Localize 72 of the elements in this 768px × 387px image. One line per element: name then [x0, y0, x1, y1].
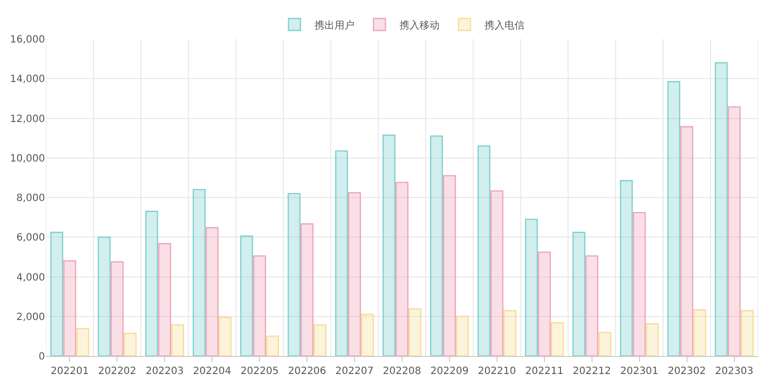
bar	[632, 212, 646, 356]
x-tick-label: 202206	[288, 366, 326, 377]
x-tick-label: 202208	[382, 366, 422, 377]
bar	[192, 188, 206, 356]
y-tick-label: 10,000	[10, 153, 45, 164]
bar	[110, 261, 124, 356]
bar	[646, 323, 659, 356]
bar	[408, 308, 422, 356]
bar	[572, 232, 586, 356]
bar	[145, 210, 158, 356]
bar	[728, 106, 741, 356]
y-tick-label: 14,000	[10, 74, 45, 86]
bar	[714, 62, 728, 356]
bar	[667, 81, 680, 356]
y-tick-label: 6,000	[16, 232, 45, 244]
bar	[171, 324, 184, 356]
legend-label: 携入电信	[484, 19, 524, 32]
x-tick-label: 202205	[240, 366, 279, 377]
bar	[456, 316, 469, 356]
bar	[443, 175, 456, 356]
x-tick-label: 202211	[525, 366, 564, 377]
bar	[288, 192, 301, 356]
bar	[538, 252, 551, 356]
bar	[348, 192, 361, 356]
x-tick-label: 202301	[620, 366, 658, 377]
bar	[680, 126, 694, 356]
legend-label: 携入移动	[400, 19, 440, 32]
x-tick-label: 202202	[98, 366, 136, 377]
y-tick-label: 12,000	[10, 114, 45, 125]
bar	[478, 145, 490, 356]
bar	[76, 328, 90, 356]
bar	[63, 260, 76, 356]
bar	[490, 190, 504, 356]
bar	[335, 150, 348, 356]
bar	[253, 255, 266, 356]
bar	[314, 324, 326, 356]
bar	[240, 236, 254, 356]
bar	[124, 332, 137, 356]
bar	[361, 314, 374, 356]
bar	[98, 236, 111, 356]
y-tick-label: 4,000	[16, 272, 45, 284]
bar	[740, 310, 754, 356]
bar	[430, 135, 443, 356]
bar	[382, 134, 396, 356]
x-tick-label: 202207	[335, 366, 374, 377]
bar	[396, 182, 408, 356]
bar	[693, 309, 706, 356]
bar	[266, 336, 280, 356]
bar	[524, 218, 538, 356]
bar	[206, 227, 219, 356]
x-tick-label: 202203	[146, 366, 184, 377]
y-tick-label: 16,000	[10, 34, 45, 46]
bar	[620, 180, 633, 356]
y-tick-label: 0	[38, 352, 45, 362]
x-tick-label: 202210	[478, 366, 516, 377]
bar	[598, 332, 612, 356]
x-tick-label: 202201	[50, 366, 89, 377]
bar	[300, 223, 314, 356]
x-tick-label: 202302	[668, 366, 706, 377]
bar	[158, 243, 172, 356]
bar	[550, 322, 564, 356]
y-tick-label: 8,000	[16, 193, 45, 204]
bar	[585, 255, 598, 356]
y-tick-label: 2,000	[16, 312, 45, 323]
bar	[218, 316, 232, 356]
bar	[50, 232, 64, 356]
x-tick-label: 202303	[715, 366, 754, 377]
bar	[503, 310, 516, 356]
x-tick-label: 202212	[572, 366, 611, 377]
legend-label: 携出用户	[314, 19, 354, 32]
x-tick-label: 202204	[193, 366, 232, 377]
x-tick-label: 202209	[430, 366, 469, 377]
